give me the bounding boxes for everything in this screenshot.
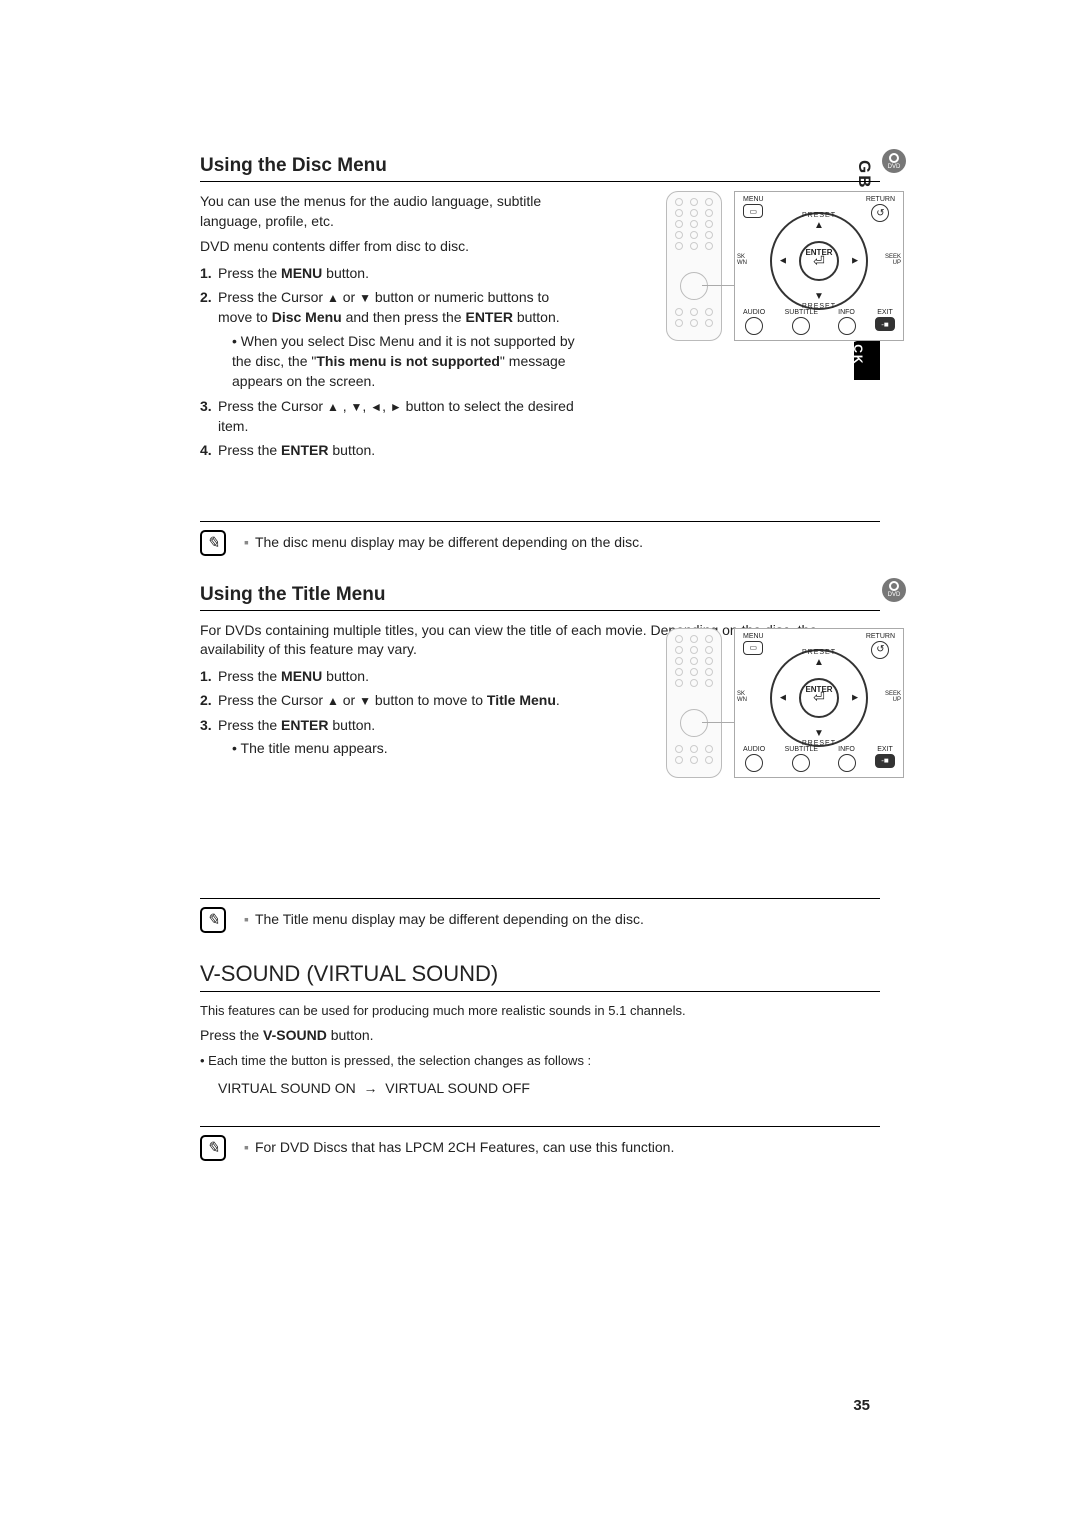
dvd-disc-icon: DVD <box>882 149 906 173</box>
heading-vsound: V-SOUND (VIRTUAL SOUND) <box>200 961 880 992</box>
enter-button-icon: ⏎ <box>799 241 839 281</box>
step-1: 1. Press the MENU button. <box>200 666 580 686</box>
remote-callout: MENU▭ RETURN↺ PRESET ▲ ENTER ⏎ ◄ ► ▼ PRE… <box>734 191 904 341</box>
note-icon: ✎ <box>200 907 226 933</box>
press-instruction: Press the V-SOUND button. <box>200 1026 880 1046</box>
step-2-bullet: • When you select Disc Menu and it is no… <box>232 331 580 392</box>
section-disc-menu: DVD Using the Disc Menu You can use the … <box>200 155 880 556</box>
step-2: 2. Press the Cursor ▲ or ▼ button or num… <box>200 287 580 392</box>
dvd-disc-icon: DVD <box>882 578 906 602</box>
section-title-menu: DVD Using the Title Menu For DVDs contai… <box>200 584 880 933</box>
section-vsound: V-SOUND (VIRTUAL SOUND) This features ca… <box>200 961 880 1161</box>
intro-text: DVD menu contents differ from disc to di… <box>200 237 580 257</box>
heading-disc-menu: Using the Disc Menu <box>200 155 880 182</box>
page-number: 35 <box>853 1397 870 1414</box>
step-3-bullet: • The title menu appears. <box>232 738 580 758</box>
sequence-text: VIRTUAL SOUND ON → VIRTUAL SOUND OFF <box>218 1080 880 1096</box>
note-icon: ✎ <box>200 1135 226 1161</box>
bullet-text: • Each time the button is pressed, the s… <box>200 1052 880 1070</box>
intro-text: This features can be used for producing … <box>200 1002 880 1020</box>
menu-button-icon: ▭ <box>743 204 763 218</box>
note-text: ▪The disc menu display may be different … <box>244 530 643 550</box>
step-3: 3. Press the Cursor ▲ , ▼, ◄, ► button t… <box>200 396 580 437</box>
return-button-icon: ↺ <box>871 204 889 222</box>
remote-diagram: MENU▭ RETURN↺ PRESET ▲ ENTER ⏎ ◄ ► ▼ PRE… <box>666 191 906 356</box>
note-icon: ✎ <box>200 530 226 556</box>
note-text: ▪The Title menu display may be different… <box>244 907 644 927</box>
step-4: 4. Press the ENTER button. <box>200 440 580 460</box>
heading-title-menu: Using the Title Menu <box>200 584 880 611</box>
note-text: ▪For DVD Discs that has LPCM 2CH Feature… <box>244 1135 674 1155</box>
intro-text: You can use the menus for the audio lang… <box>200 192 580 231</box>
remote-diagram: MENU▭ RETURN↺ PRESET ▲ ENTER ⏎ ◄ ► ▼ PRE… <box>666 628 906 793</box>
step-1: 1. Press the MENU button. <box>200 263 580 283</box>
step-3: 3. Press the ENTER button. • The title m… <box>200 715 580 759</box>
step-2: 2. Press the Cursor ▲ or ▼ button to mov… <box>200 690 580 710</box>
remote-callout: MENU▭ RETURN↺ PRESET ▲ ENTER ⏎ ◄ ► ▼ PRE… <box>734 628 904 778</box>
